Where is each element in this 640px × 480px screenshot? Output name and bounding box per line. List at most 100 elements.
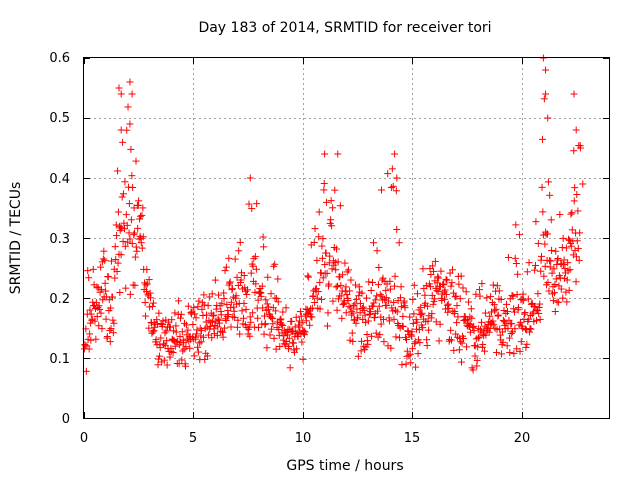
data-point	[476, 292, 484, 300]
data-point	[218, 299, 226, 307]
data-point	[232, 292, 240, 300]
data-point	[132, 243, 140, 251]
data-point	[563, 298, 571, 306]
data-point	[223, 301, 231, 309]
data-point	[318, 295, 326, 303]
data-point	[459, 284, 467, 292]
x-tick-labels: 0 5 10 15 20	[80, 431, 530, 446]
data-point	[299, 355, 307, 363]
data-point	[573, 191, 581, 199]
data-point	[442, 275, 450, 283]
data-point	[435, 337, 443, 345]
data-point	[133, 247, 141, 255]
data-point	[104, 273, 112, 281]
data-point	[544, 279, 552, 287]
data-point	[220, 295, 228, 303]
data-point	[579, 180, 587, 188]
data-point	[334, 150, 342, 158]
data-point	[364, 317, 372, 325]
data-point	[277, 315, 285, 323]
data-point	[548, 269, 556, 277]
data-point	[565, 286, 573, 294]
data-point	[119, 237, 127, 245]
data-point	[376, 331, 384, 339]
data-point	[432, 318, 440, 326]
data-point	[544, 114, 552, 122]
data-point	[413, 318, 421, 326]
data-point	[279, 308, 287, 316]
data-point	[375, 263, 383, 271]
x-tick-label: 5	[189, 431, 197, 446]
data-point	[520, 310, 528, 318]
data-point	[515, 231, 523, 239]
data-point	[231, 255, 239, 263]
data-point	[344, 297, 352, 305]
data-point	[222, 317, 230, 325]
data-point	[417, 311, 425, 319]
y-tick-label: 0.2	[49, 292, 70, 307]
data-point	[201, 355, 209, 363]
data-point	[212, 305, 220, 313]
data-point	[523, 340, 531, 348]
data-point	[91, 317, 99, 325]
data-point	[357, 347, 365, 355]
data-point	[349, 309, 357, 317]
data-point	[135, 197, 143, 205]
data-point	[200, 301, 208, 309]
data-point	[182, 321, 190, 329]
data-point	[224, 311, 232, 319]
y-tick-label: 0.1	[49, 352, 70, 367]
data-point	[457, 338, 465, 346]
data-point	[497, 295, 505, 303]
data-point	[203, 311, 211, 319]
data-point	[504, 253, 512, 261]
data-point	[279, 322, 287, 330]
data-point	[107, 257, 115, 265]
data-point	[211, 321, 219, 329]
data-point	[397, 303, 405, 311]
data-point	[271, 260, 279, 268]
y-tick-label: 0.3	[49, 232, 70, 247]
data-point	[487, 293, 495, 301]
data-point	[423, 336, 431, 344]
data-point	[351, 300, 359, 308]
data-point	[421, 291, 429, 299]
data-point	[455, 346, 463, 354]
data-point	[139, 233, 147, 241]
data-point	[525, 259, 533, 267]
data-point	[219, 333, 227, 341]
data-point	[159, 317, 167, 325]
data-point	[477, 318, 485, 326]
data-point	[450, 346, 458, 354]
data-point	[157, 334, 165, 342]
data-point	[517, 338, 525, 346]
data-point	[358, 289, 366, 297]
data-point	[131, 281, 139, 289]
data-point	[361, 311, 369, 319]
data-point	[163, 337, 171, 345]
data-point	[474, 334, 482, 342]
data-point	[215, 316, 223, 324]
data-point	[154, 355, 162, 363]
data-point	[533, 307, 541, 315]
data-point	[441, 295, 449, 303]
data-point	[288, 317, 296, 325]
data-point	[248, 205, 256, 213]
data-point	[345, 302, 353, 310]
data-point	[364, 340, 372, 348]
data-point	[409, 295, 417, 303]
data-point	[103, 333, 111, 341]
data-point	[408, 328, 416, 336]
data-point	[444, 300, 452, 308]
x-axis-ticks	[84, 58, 523, 418]
data-point	[279, 336, 287, 344]
data-point	[471, 352, 479, 360]
data-point	[337, 281, 345, 289]
data-point	[225, 254, 233, 262]
data-point	[513, 291, 521, 299]
data-point	[495, 287, 503, 295]
data-point	[373, 247, 381, 255]
data-point	[374, 281, 382, 289]
data-point	[342, 283, 350, 291]
data-point	[359, 303, 367, 311]
